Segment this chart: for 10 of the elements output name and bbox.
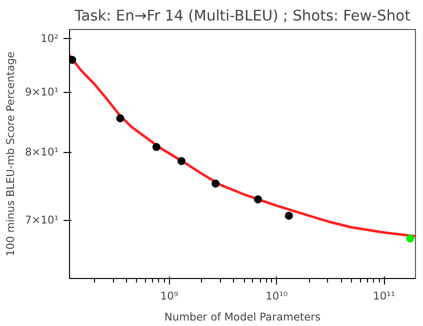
y-tick-label: 9×10¹ [24,86,59,99]
y-tick-label: 8×10¹ [24,146,59,159]
x-tick-label: 10¹¹ [373,290,396,302]
x-tick-label: 10¹⁰ [266,290,288,302]
x-tick-label: 10⁹ [160,290,178,302]
y-tick-label: 7×10¹ [24,214,59,227]
y-tick-label: 10² [40,32,59,46]
chart-title: Task: En→Fr 14 (Multi-BLEU) ; Shots: Few-Shot [74,8,411,24]
y-axis-title: 100 minus BLEU-mb Score Percentage [4,52,17,256]
x-axis-title: Number of Model Parameters [164,310,322,324]
